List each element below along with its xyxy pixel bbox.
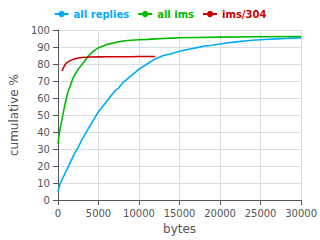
svg-text:40: 40 xyxy=(37,127,50,138)
svg-text:90: 90 xyxy=(37,42,50,53)
svg-text:cumulative %: cumulative % xyxy=(7,74,21,156)
svg-text:25000: 25000 xyxy=(245,208,277,219)
svg-text:10000: 10000 xyxy=(123,208,155,219)
svg-text:ims/304: ims/304 xyxy=(222,9,266,20)
svg-text:0: 0 xyxy=(55,208,61,219)
svg-text:10: 10 xyxy=(37,178,50,189)
svg-text:all replies: all replies xyxy=(74,9,130,20)
svg-text:bytes: bytes xyxy=(163,222,196,236)
svg-text:30000: 30000 xyxy=(285,208,317,219)
svg-text:50: 50 xyxy=(37,110,50,121)
svg-text:5000: 5000 xyxy=(86,208,111,219)
svg-text:20: 20 xyxy=(37,161,50,172)
svg-text:20000: 20000 xyxy=(204,208,236,219)
svg-text:80: 80 xyxy=(37,59,50,70)
svg-text:15000: 15000 xyxy=(164,208,196,219)
svg-text:0: 0 xyxy=(44,195,50,206)
svg-text:70: 70 xyxy=(37,76,50,87)
svg-text:100: 100 xyxy=(31,25,50,36)
svg-text:all ims: all ims xyxy=(157,9,194,20)
svg-text:30: 30 xyxy=(37,144,50,155)
svg-text:60: 60 xyxy=(37,93,50,104)
